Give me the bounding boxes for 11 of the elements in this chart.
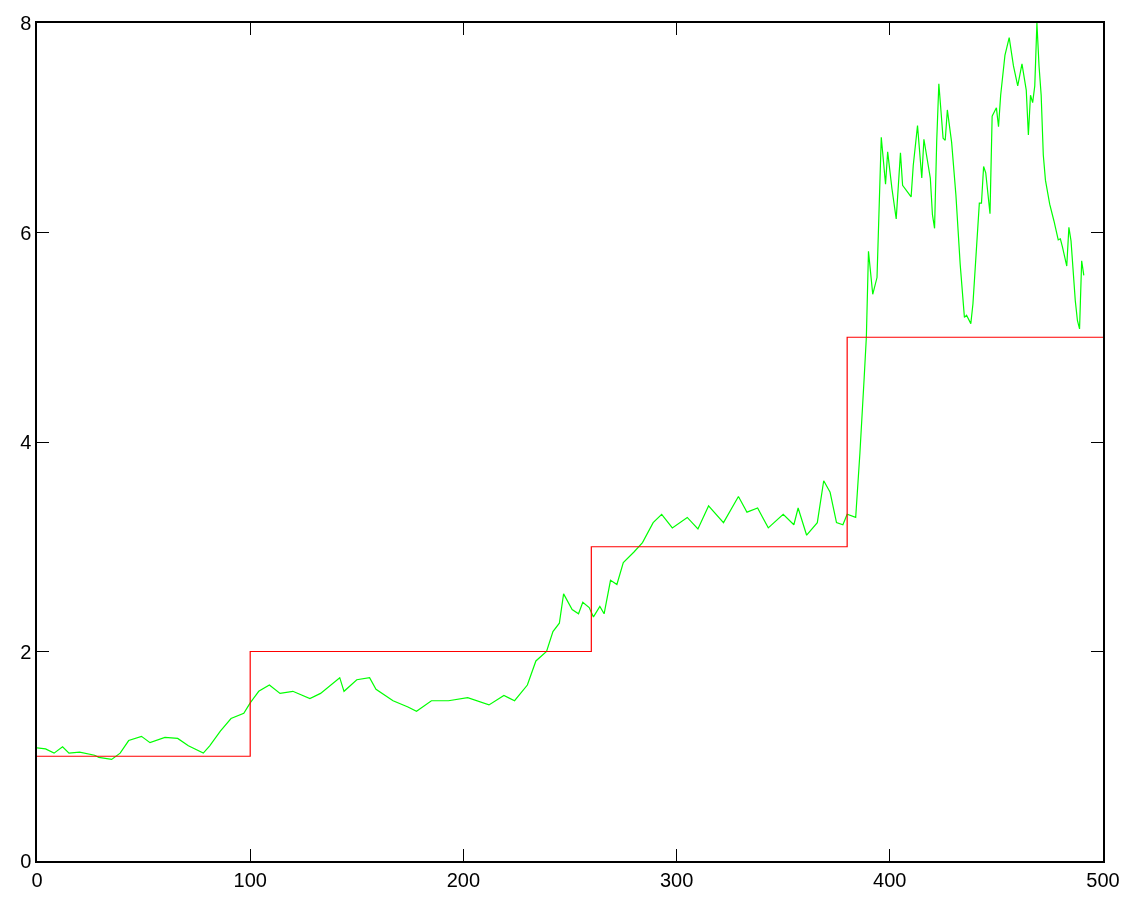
x-tick-label: 200 [446,868,481,891]
x-tick-label: 300 [659,868,694,891]
y-tick-label: 0 [20,850,32,872]
y-tick-label: 8 [20,12,32,34]
x-tick-label: 400 [873,868,907,891]
y-tick-label: 4 [20,431,32,453]
line-series [37,23,1085,760]
x-tick-label: 100 [233,868,267,891]
y-tick-label: 6 [20,221,32,244]
x-tick-label: 500 [1086,868,1120,891]
y-tick-label: 2 [20,640,32,663]
